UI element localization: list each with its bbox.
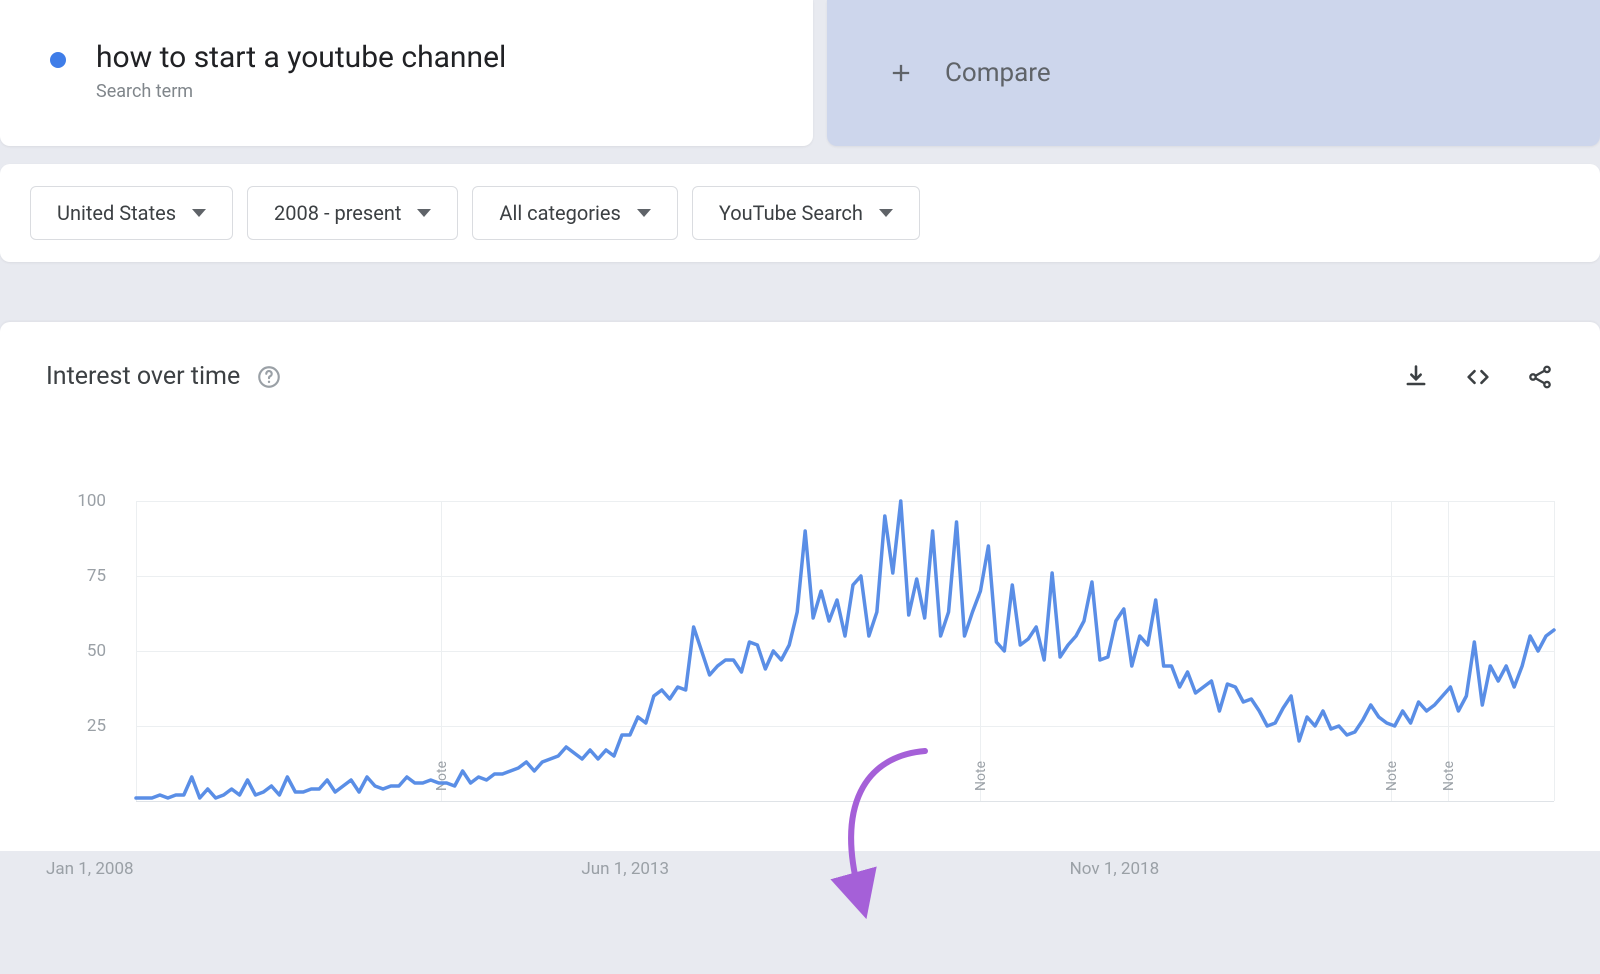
chart-title-wrap: Interest over time [46,362,282,391]
chevron-down-icon [879,209,893,217]
gridline-horizontal [136,801,1554,802]
chart-card: Interest over time 25 50 75 100 [0,322,1600,851]
embed-icon[interactable] [1464,363,1492,391]
filter-search-type-label: YouTube Search [719,201,863,225]
filter-category[interactable]: All categories [472,186,677,240]
chart-actions [1402,363,1554,391]
x-tick-label: Jun 1, 2013 [581,859,669,879]
y-tick-label: 100 [77,491,106,511]
chart-title: Interest over time [46,362,240,391]
search-type-label: Search term [96,81,506,102]
filter-category-label: All categories [499,201,620,225]
compare-label: Compare [945,58,1051,88]
gridline-vertical [1554,501,1555,801]
search-text-block: how to start a youtube channel Search te… [96,38,506,102]
chevron-down-icon [637,209,651,217]
filter-timerange-label: 2008 - present [274,201,401,225]
x-tick-label: Nov 1, 2018 [1070,859,1159,879]
filter-region-label: United States [57,201,176,225]
x-tick-label: Jan 1, 2008 [46,859,134,879]
chevron-down-icon [417,209,431,217]
help-icon[interactable] [256,364,282,390]
y-tick-label: 25 [87,716,106,736]
search-compare-row: how to start a youtube channel Search te… [0,0,1600,146]
y-tick-label: 50 [87,641,106,661]
search-term-card[interactable]: how to start a youtube channel Search te… [0,0,813,146]
x-axis: Jan 1, 2008 Jun 1, 2013 Nov 1, 2018 [46,855,1554,879]
share-icon[interactable] [1526,363,1554,391]
download-icon[interactable] [1402,363,1430,391]
add-compare-button[interactable]: Compare [827,0,1600,146]
search-term: how to start a youtube channel [96,38,506,77]
filters-strip: United States 2008 - present All categor… [0,164,1600,262]
filter-region[interactable]: United States [30,186,233,240]
chart-header: Interest over time [46,362,1554,391]
filter-timerange[interactable]: 2008 - present [247,186,458,240]
series-color-dot [50,52,66,68]
plus-icon [887,59,915,87]
series-line [136,501,1554,798]
chart-plot: 255075100 NoteNoteNoteNote Jan 1, 2008Ju… [46,501,1554,841]
filter-search-type[interactable]: YouTube Search [692,186,920,240]
chevron-down-icon [192,209,206,217]
line-chart-svg [136,501,1554,801]
y-axis: 255075100 [46,501,116,841]
y-tick-label: 75 [87,566,106,586]
